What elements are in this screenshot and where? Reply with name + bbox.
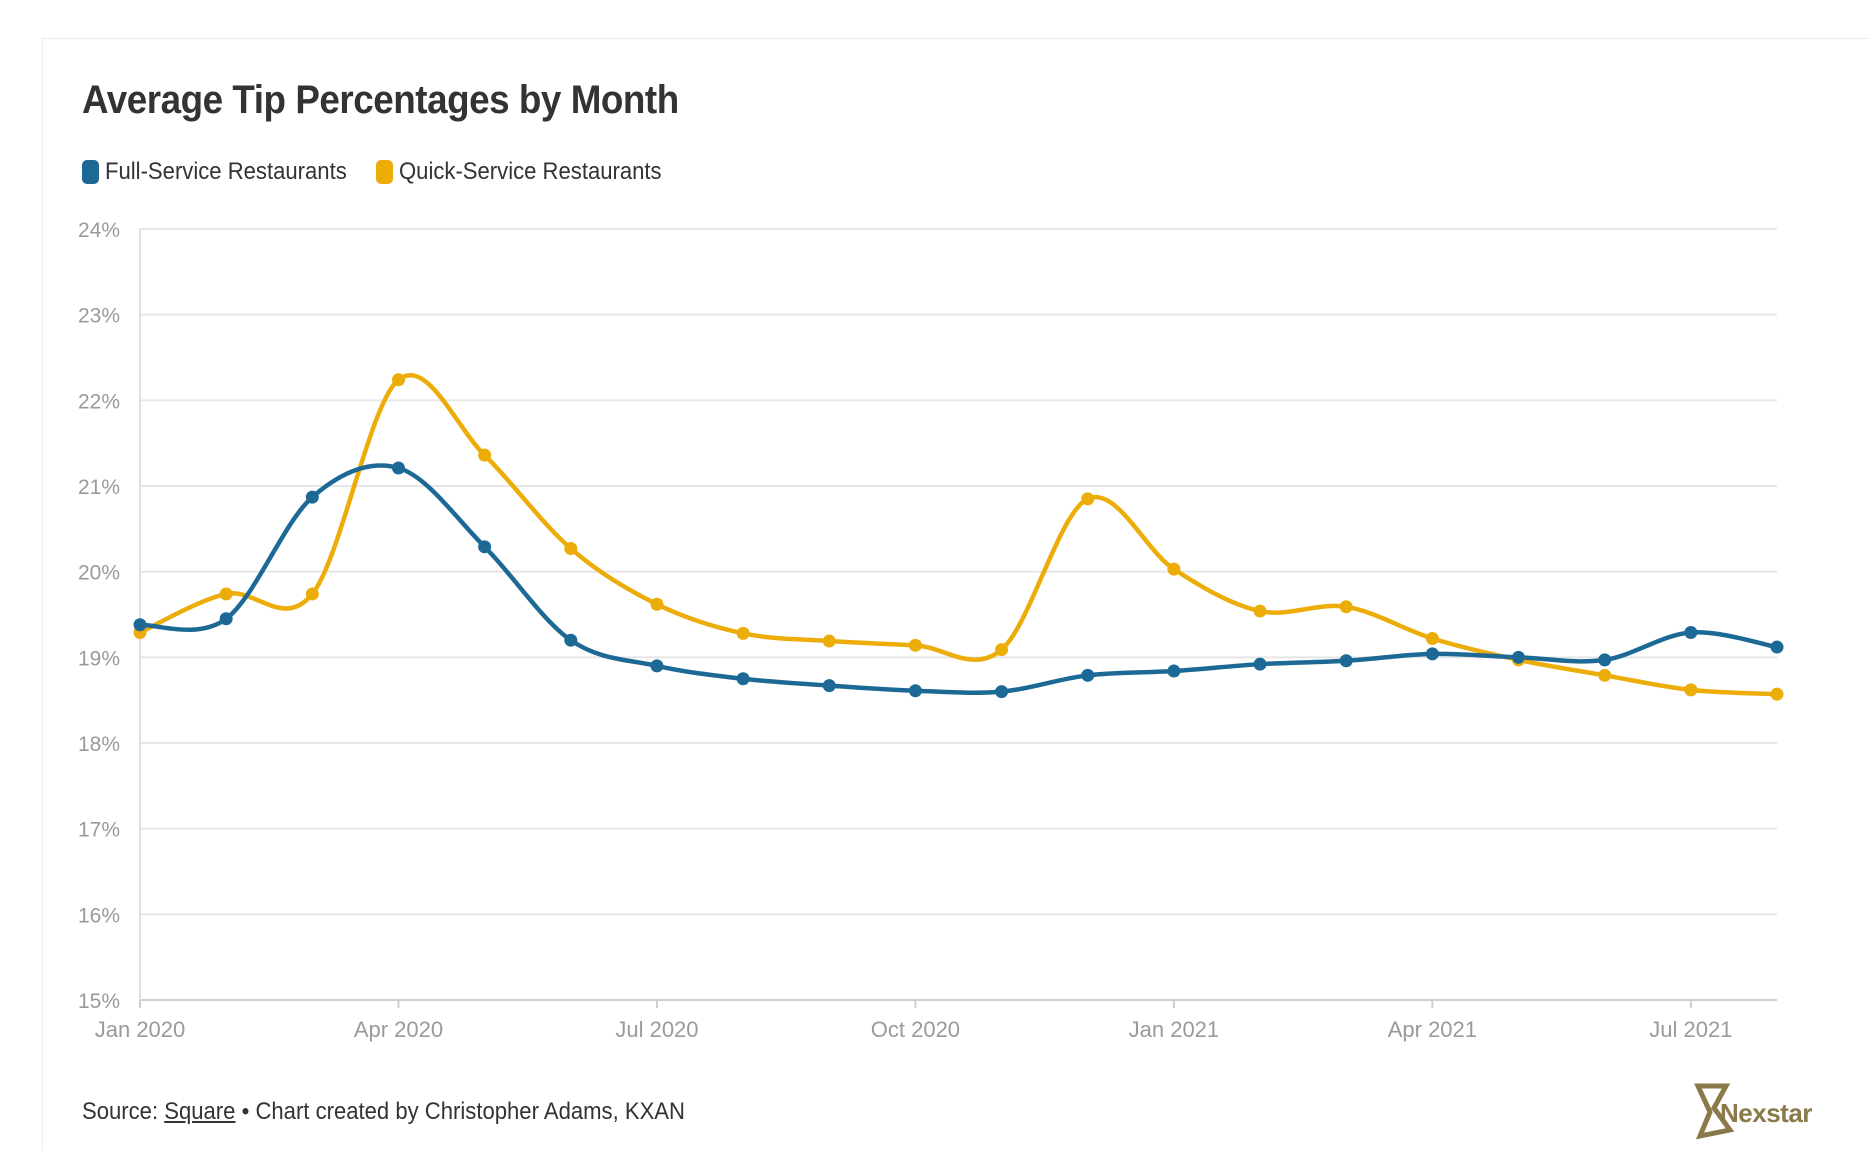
- data-point-quick-service: [995, 643, 1009, 657]
- data-point-quick-service: [219, 587, 233, 601]
- data-point-full-service: [219, 612, 233, 626]
- y-tick-label: 20%: [78, 562, 120, 585]
- nexstar-logo-text: Nexstar: [1720, 1098, 1812, 1128]
- y-tick-label: 23%: [78, 305, 120, 328]
- data-point-quick-service: [391, 373, 405, 387]
- y-tick-label: 22%: [78, 390, 120, 413]
- data-point-quick-service: [1598, 668, 1612, 682]
- data-point-full-service: [650, 659, 664, 673]
- legend-label-quick-service: Quick-Service Restaurants: [398, 158, 662, 185]
- y-tick-label: 18%: [78, 733, 120, 756]
- x-tick-label: Jul 2020: [615, 1017, 698, 1042]
- data-point-quick-service: [564, 542, 578, 556]
- data-point-quick-service: [1081, 492, 1095, 506]
- y-tick-label: 16%: [78, 904, 120, 927]
- legend-swatch-quick-service: [375, 160, 393, 184]
- data-point-full-service: [1081, 668, 1095, 682]
- data-point-full-service: [1253, 657, 1267, 671]
- y-tick-label: 21%: [78, 476, 120, 499]
- series-line-quick-service: [137, 373, 1780, 697]
- data-point-quick-service: [1425, 631, 1439, 645]
- data-point-full-service: [391, 461, 405, 475]
- data-point-full-service: [995, 685, 1009, 699]
- data-point-full-service: [133, 618, 147, 632]
- legend-swatch-full-service: [82, 160, 99, 184]
- data-point-quick-service: [478, 448, 492, 462]
- data-point-quick-service: [908, 638, 922, 652]
- data-point-full-service: [1512, 650, 1526, 664]
- y-tick-label: 24%: [78, 219, 120, 242]
- data-point-quick-service: [736, 626, 750, 640]
- y-tick-label: 15%: [78, 990, 120, 1013]
- data-point-full-service: [908, 684, 922, 698]
- nexstar-logo: Nexstar: [1690, 1078, 1820, 1142]
- credit-text: • Chart created by Christopher Adams, KX…: [235, 1098, 685, 1125]
- data-point-quick-service: [1253, 604, 1267, 618]
- y-tick-label: 17%: [78, 819, 120, 842]
- legend: Full-Service Restaurants Quick-Service R…: [82, 158, 692, 186]
- chart-title: Average Tip Percentages by Month: [82, 78, 679, 122]
- source-credit: Source: Square • Chart created by Christ…: [82, 1098, 685, 1126]
- source-prefix: Source:: [82, 1098, 165, 1125]
- data-point-full-service: [478, 540, 492, 554]
- chart-frame: [42, 38, 1870, 1151]
- data-point-full-service: [822, 679, 836, 693]
- x-tick-label: Apr 2021: [1388, 1017, 1477, 1042]
- data-point-full-service: [1339, 654, 1353, 668]
- legend-item-full-service[interactable]: Full-Service Restaurants: [82, 158, 368, 186]
- data-point-full-service: [1598, 653, 1612, 667]
- data-point-quick-service: [1770, 687, 1784, 701]
- y-tick-label: 19%: [78, 647, 120, 670]
- data-point-full-service: [1684, 625, 1698, 639]
- data-point-quick-service: [1339, 600, 1353, 614]
- data-point-quick-service: [650, 597, 664, 611]
- nexstar-star-icon: [1694, 1083, 1735, 1140]
- x-tick-label: Jan 2021: [1129, 1017, 1220, 1042]
- x-tick-label: Apr 2020: [354, 1017, 443, 1042]
- data-point-full-service: [1770, 640, 1784, 654]
- legend-item-quick-service[interactable]: Quick-Service Restaurants: [375, 158, 684, 186]
- data-point-full-service: [736, 672, 750, 686]
- data-point-full-service: [1425, 647, 1439, 661]
- data-point-full-service: [305, 490, 319, 504]
- data-point-quick-service: [1684, 683, 1698, 697]
- x-tick-label: Jan 2020: [95, 1017, 186, 1042]
- x-tick-label: Jul 2021: [1649, 1017, 1732, 1042]
- data-point-full-service: [1167, 664, 1181, 678]
- data-point-quick-service: [305, 587, 319, 601]
- data-point-quick-service: [822, 634, 836, 648]
- legend-label-full-service: Full-Service Restaurants: [105, 158, 347, 185]
- line-chart: 15% 16% 17% 18% 19% 20% 21% 22% 23% 24% Jan 2020 Ap…: [78, 219, 1784, 1042]
- data-point-quick-service: [1167, 562, 1181, 576]
- x-tick-label: Oct 2020: [871, 1017, 960, 1042]
- data-point-full-service: [564, 633, 578, 647]
- source-link[interactable]: Square: [164, 1098, 236, 1125]
